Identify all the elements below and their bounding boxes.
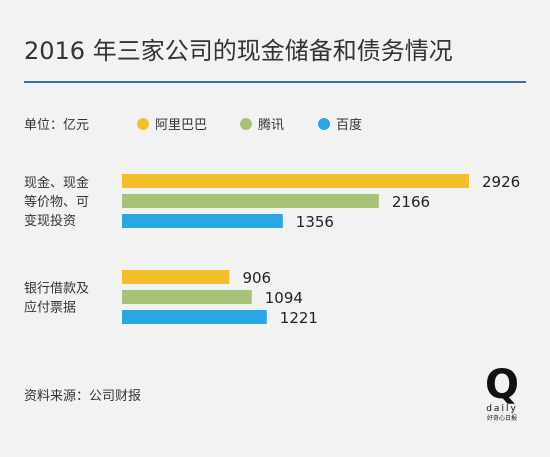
value-label: 1094 xyxy=(265,289,303,307)
bar xyxy=(122,214,283,228)
category-label: 银行借款及 xyxy=(24,282,89,297)
value-labels: 2926 2166 1356 906 1094 1221 xyxy=(242,173,520,327)
legend-label: 百度 xyxy=(336,117,362,133)
category-label: 等价物、可 xyxy=(24,194,89,210)
legend-swatch xyxy=(137,118,149,130)
unit-label: 单位：亿元 xyxy=(24,118,89,133)
category-label: 变现投资 xyxy=(24,213,76,229)
legend-label: 阿里巴巴 xyxy=(155,118,207,133)
category-label: 应付票据 xyxy=(24,300,76,316)
legend-label: 腾讯 xyxy=(258,117,284,133)
bars xyxy=(122,174,469,324)
value-label: 1221 xyxy=(280,309,318,327)
bar xyxy=(122,194,379,208)
legend: 阿里巴巴 腾讯 百度 xyxy=(137,117,362,133)
value-label: 2926 xyxy=(482,173,520,191)
value-label: 906 xyxy=(242,269,271,287)
bar xyxy=(122,270,230,284)
source-label: 资料来源：公司财报 xyxy=(24,389,141,404)
category-label: 现金、现金 xyxy=(24,175,89,191)
chart-title: 2016 年三家公司的现金储备和债务情况 xyxy=(24,37,453,65)
bar xyxy=(122,174,469,188)
legend-swatch xyxy=(240,118,252,130)
logo: Q daily 好奇心日报 xyxy=(485,362,519,422)
legend-swatch xyxy=(318,118,330,130)
logo-word: daily xyxy=(486,404,518,414)
value-label: 1356 xyxy=(296,213,334,231)
bar xyxy=(122,310,267,324)
bar xyxy=(122,290,252,304)
logo-mark: Q xyxy=(485,362,519,408)
logo-tagline: 好奇心日报 xyxy=(487,414,517,422)
value-label: 2166 xyxy=(392,193,430,211)
